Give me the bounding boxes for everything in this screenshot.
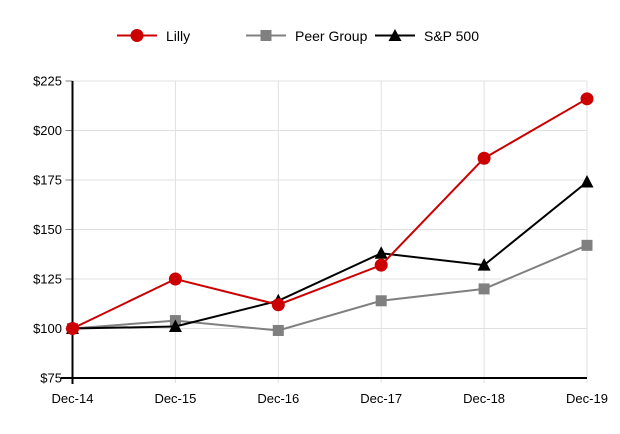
legend-label-lilly: Lilly — [166, 27, 191, 44]
legend-item-lilly: Lilly — [116, 27, 190, 44]
legend-label-peer-group: Peer Group — [295, 27, 368, 44]
square-marker-icon — [246, 30, 286, 41]
legend-item-peer-group: Peer Group — [245, 27, 367, 44]
y-tick-label: $75 — [40, 371, 62, 386]
y-tick-label: $225 — [33, 74, 62, 89]
triangle-marker-icon — [375, 29, 415, 41]
marker-triangle-s-p-500 — [374, 246, 388, 259]
marker-circle-lilly — [66, 322, 79, 335]
x-tick-label: Dec-16 — [257, 391, 299, 406]
marker-triangle-s-p-500 — [580, 174, 594, 188]
series-line-peer-group — [72, 244, 588, 332]
x-tick-label: Dec-17 — [360, 391, 402, 406]
marker-square-peer-group — [272, 324, 284, 336]
x-tick-label: Dec-19 — [566, 391, 608, 406]
marker-square-peer-group — [581, 239, 593, 251]
y-tick-label: $150 — [33, 222, 62, 237]
marker-triangle-s-p-500 — [168, 319, 182, 333]
legend-item-sp500: S&P 500 — [374, 27, 479, 44]
y-tick-label: $100 — [33, 321, 62, 336]
legend-label-sp500: S&P 500 — [424, 27, 480, 44]
chart-legend: Lilly Peer Group S&P 500 — [0, 0, 620, 60]
y-tick-label: $175 — [33, 173, 62, 188]
series-line-lilly — [72, 97, 588, 330]
y-tick-label: $200 — [33, 123, 62, 138]
marker-triangle-s-p-500 — [477, 258, 491, 271]
x-tick-label: Dec-14 — [52, 391, 94, 406]
marker-circle-lilly — [477, 151, 491, 165]
x-tick-label: Dec-18 — [463, 391, 505, 406]
marker-circle-lilly — [271, 298, 285, 312]
x-tick-label: Dec-15 — [154, 391, 196, 406]
marker-square-peer-group — [375, 295, 387, 307]
y-tick-label: $125 — [33, 272, 62, 287]
marker-square-peer-group — [478, 283, 490, 295]
marker-circle-lilly — [168, 272, 182, 286]
series-line-s-p-500 — [72, 181, 588, 330]
circle-marker-icon — [117, 29, 157, 42]
marker-circle-lilly — [580, 92, 594, 106]
marker-circle-lilly — [374, 258, 388, 272]
